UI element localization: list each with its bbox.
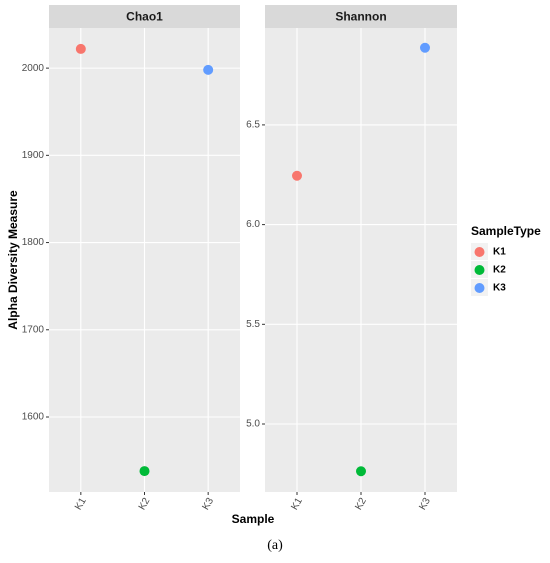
legend-label: K2	[493, 265, 506, 276]
point	[292, 170, 302, 181]
x-tick-label: K1	[289, 496, 305, 512]
point	[356, 466, 366, 477]
y-tick-label: 1900	[22, 150, 45, 161]
panel-title: Chao1	[126, 10, 163, 24]
legend-title: SampleType	[471, 224, 541, 238]
y-tick-label: 2000	[22, 63, 45, 74]
x-tick-label: K2	[137, 496, 153, 512]
legend-marker	[474, 283, 485, 293]
caption: (a)	[267, 538, 283, 553]
x-axis-label: Sample	[232, 512, 275, 526]
legend-label: K3	[493, 283, 506, 294]
point	[75, 43, 86, 54]
y-tick-label: 6.5	[246, 120, 260, 131]
y-tick-label: 1700	[22, 324, 45, 335]
y-axis-label: Alpha Diversity Measure	[6, 190, 20, 330]
y-tick-label: 6.0	[246, 219, 260, 230]
y-tick-label: 1600	[22, 412, 45, 423]
x-tick-label: K3	[417, 496, 433, 512]
legend-marker	[474, 247, 485, 257]
strip	[49, 5, 240, 28]
x-tick-label: K2	[353, 496, 369, 512]
legend-marker	[474, 265, 485, 275]
y-tick-label: 5.0	[246, 419, 260, 430]
x-tick-label: K3	[200, 496, 216, 512]
y-tick-label: 1800	[22, 237, 45, 248]
point	[203, 64, 214, 75]
legend-label: K1	[493, 247, 506, 258]
y-tick-label: 5.5	[246, 319, 260, 330]
point	[420, 42, 430, 53]
x-tick-label: K1	[73, 496, 89, 512]
point	[139, 466, 150, 477]
panel-title: Shannon	[335, 10, 386, 24]
strip	[265, 5, 457, 28]
